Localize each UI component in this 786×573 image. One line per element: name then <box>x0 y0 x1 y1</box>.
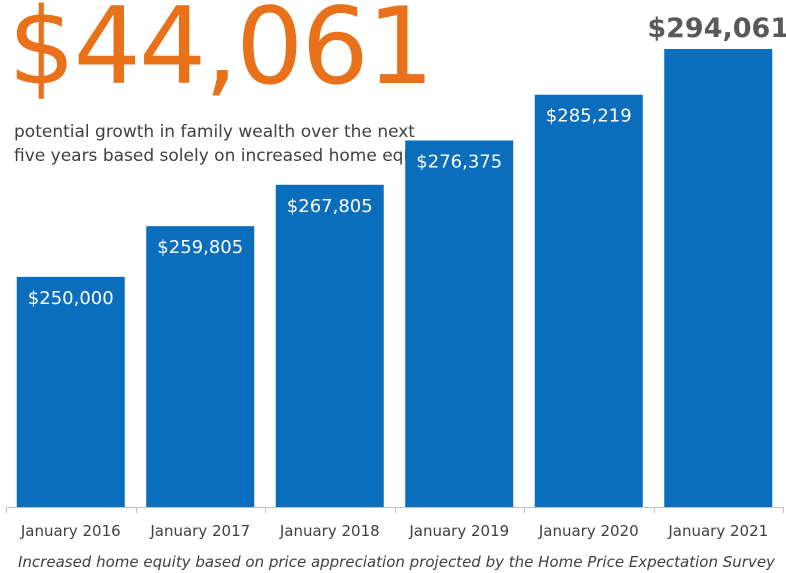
footnote: Increased home equity based on price app… <box>18 553 775 571</box>
bars-group <box>16 49 773 507</box>
bar <box>16 276 125 507</box>
bar-data-label: $285,219 <box>546 106 632 127</box>
bar <box>534 94 643 507</box>
bar <box>664 49 773 507</box>
bar-data-label: $276,375 <box>416 151 502 172</box>
highlight-data-label: $294,061 <box>647 13 786 44</box>
bar <box>146 226 255 507</box>
x-tick-label: January 2021 <box>667 522 768 540</box>
bar <box>275 184 384 507</box>
headline-value: $44,061 <box>8 0 434 108</box>
bar-data-label: $250,000 <box>28 288 114 309</box>
bar-data-label: $267,805 <box>287 196 373 217</box>
bar-data-labels: $250,000 $259,805 $267,805 $276,375 $285,219… <box>28 13 786 309</box>
x-tick-label: January 2017 <box>149 522 250 540</box>
x-tick-marks <box>6 507 784 513</box>
x-tick-label: January 2020 <box>538 522 639 540</box>
x-tick-label: January 2019 <box>408 522 509 540</box>
x-tick-label: January 2018 <box>279 522 380 540</box>
bar <box>405 140 514 507</box>
x-tick-labels: January 2016 January 2017 January 2018 Janu… <box>20 522 768 540</box>
chart-subtitle: potential growth in family wealth over t… <box>14 122 436 166</box>
bar-data-label: $259,805 <box>157 237 243 258</box>
x-tick-label: January 2016 <box>20 522 121 540</box>
